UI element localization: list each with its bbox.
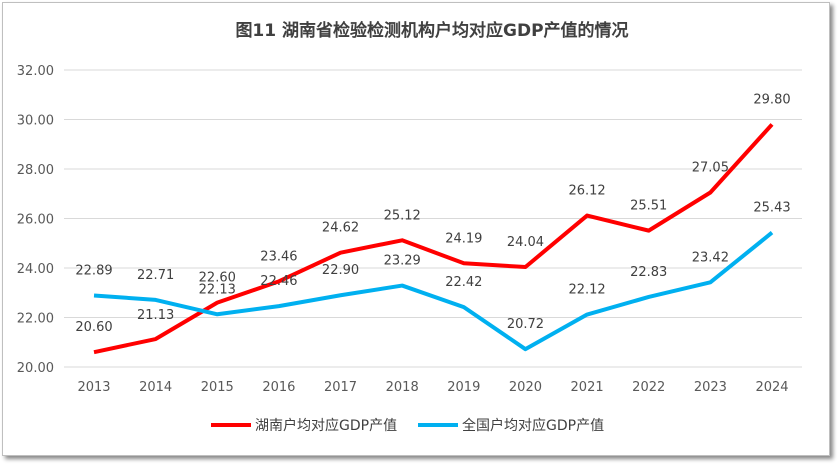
series-line-0 (93, 123, 774, 355)
data-label: 26.12 (568, 184, 605, 199)
series-lines (93, 123, 774, 355)
data-label: 22.42 (445, 275, 482, 290)
y-axis-ticks: 20.00 22.00 24.00 26.00 28.00 30.00 32.00 (17, 64, 54, 376)
x-tick-label: 2020 (509, 380, 542, 395)
data-label: 22.90 (322, 263, 359, 278)
chart-title: 图11 湖南省检验检测机构户均对应GDP产值的情况 (235, 20, 628, 41)
data-label: 21.13 (137, 308, 174, 323)
data-label: 25.43 (753, 201, 790, 216)
legend-label: 湖南户均对应GDP产值 (255, 417, 397, 434)
gridlines (64, 69, 802, 368)
data-label: 23.42 (692, 250, 729, 265)
x-tick-label: 2024 (755, 380, 788, 395)
data-labels: 20.60 21.13 22.60 23.46 24.62 25.12 24.19 24.04… (75, 92, 790, 335)
data-label: 27.05 (692, 161, 729, 176)
y-tick-label: 32.00 (17, 64, 54, 79)
x-tick-label: 2018 (386, 380, 419, 395)
data-label: 25.51 (630, 199, 667, 214)
legend-label: 全国户均对应GDP产值 (462, 417, 604, 434)
y-tick-label: 30.00 (17, 114, 54, 129)
x-tick-label: 2013 (77, 380, 110, 395)
x-tick-label: 2019 (447, 380, 480, 395)
x-tick-label: 2021 (571, 380, 604, 395)
y-tick-label: 20.00 (17, 361, 54, 376)
y-tick-label: 26.00 (17, 213, 54, 228)
data-label: 24.19 (445, 231, 482, 246)
data-label: 22.60 (199, 271, 236, 286)
data-label: 25.12 (384, 208, 421, 223)
data-label: 22.46 (260, 274, 297, 289)
x-tick-label: 2015 (201, 380, 234, 395)
x-axis-ticks: 2013 2014 2015 2016 2017 2018 2019 2020 2021 2022… (77, 380, 788, 395)
data-label: 23.29 (384, 254, 421, 269)
data-label: 20.72 (507, 317, 544, 332)
series-line-1 (93, 231, 774, 352)
legend: 湖南户均对应GDP产值 全国户均对应GDP产值 (211, 417, 604, 434)
data-label: 22.13 (199, 282, 236, 297)
data-label: 22.71 (137, 268, 174, 283)
data-label: 29.80 (753, 92, 790, 107)
x-tick-label: 2023 (694, 380, 727, 395)
data-label: 22.83 (630, 265, 667, 280)
data-label: 24.04 (507, 235, 544, 250)
x-tick-label: 2014 (139, 380, 172, 395)
data-label: 23.46 (260, 249, 297, 264)
data-label: 22.12 (568, 283, 605, 298)
data-label: 24.62 (322, 221, 359, 236)
data-label: 22.89 (75, 263, 112, 278)
chart-frame (2, 2, 830, 456)
data-label: 20.60 (75, 320, 112, 335)
x-tick-label: 2022 (632, 380, 665, 395)
x-tick-label: 2016 (262, 380, 295, 395)
x-tick-label: 2017 (324, 380, 357, 395)
y-tick-label: 28.00 (17, 163, 54, 178)
y-tick-label: 22.00 (17, 312, 54, 327)
y-tick-label: 24.00 (17, 262, 54, 277)
